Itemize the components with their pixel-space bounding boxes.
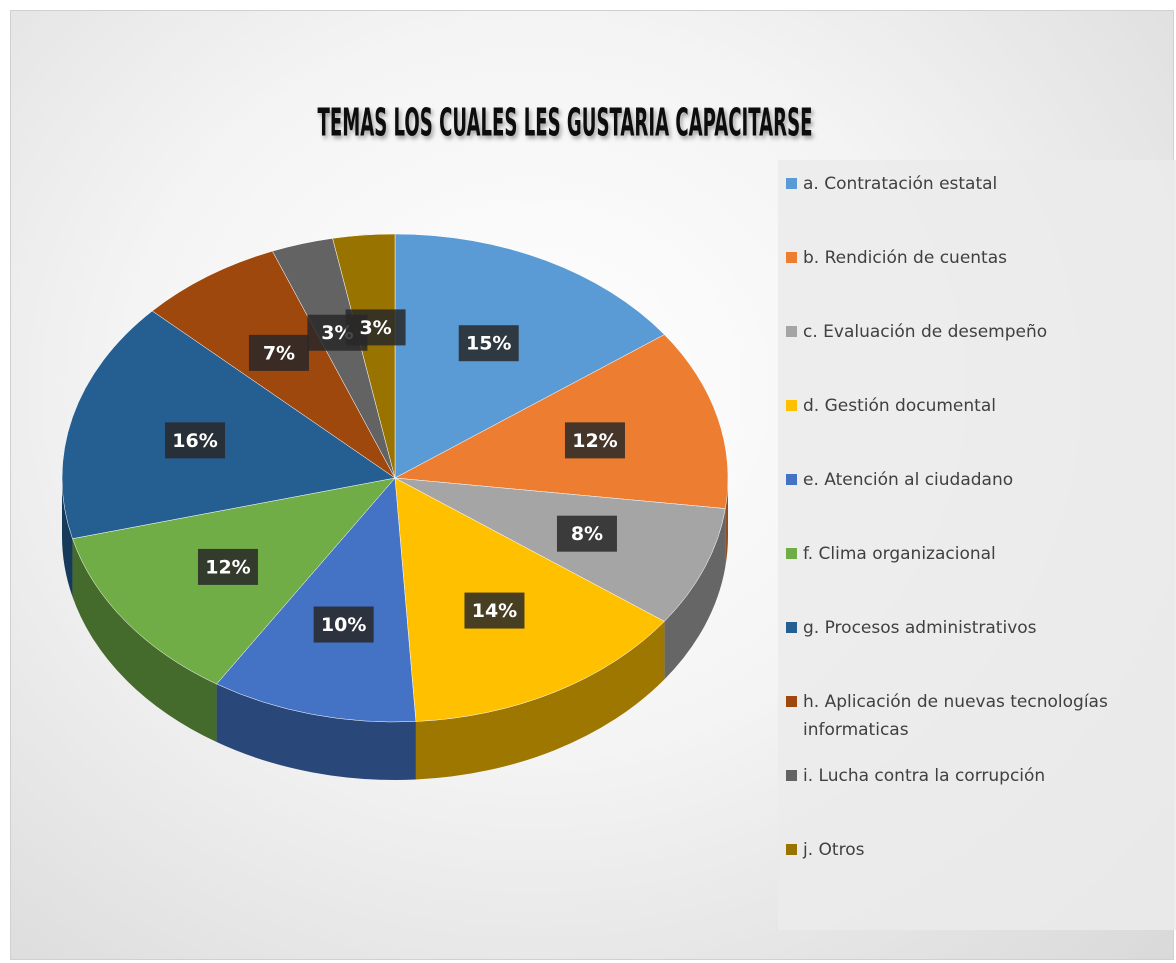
legend-label: c. Evaluación de desempeño: [803, 322, 1048, 342]
slice: [394, 477, 665, 722]
legend-item: e. Atención al ciudadano: [786, 466, 1166, 540]
data-label-box: [458, 325, 519, 362]
legend-swatch: [786, 622, 797, 633]
legend-label: e. Atención al ciudadano: [803, 470, 1014, 490]
legend-swatch: [786, 548, 797, 559]
legend-label: b. Rendición de cuentas: [803, 248, 1007, 268]
slice: [216, 477, 417, 723]
legend-item: g. Procesos administrativos: [786, 614, 1166, 688]
legend-swatch: [786, 474, 797, 485]
legend-item: a. Contratación estatal: [786, 170, 1166, 244]
legend-item: b. Rendición de cuentas: [786, 244, 1166, 318]
legend-swatch: [786, 178, 797, 189]
slice-side: [72, 538, 217, 743]
legend-item: f. Clima organizacional: [786, 540, 1166, 614]
slice: [332, 233, 396, 479]
data-label-box: [248, 334, 309, 371]
slice: [394, 233, 665, 479]
legend-item: c. Evaluación de desempeño: [786, 318, 1166, 392]
slice-side: [725, 478, 728, 567]
pie: 15% 12% 8% 14% 10% 12% 16% 7% 3% 3%: [61, 233, 729, 780]
data-label: 14%: [472, 600, 517, 622]
data-label-box: [313, 606, 374, 643]
legend-swatch: [786, 770, 797, 781]
legend-label: g. Procesos administrativos: [803, 618, 1037, 638]
legend-swatch: [786, 252, 797, 263]
data-label: 8%: [571, 523, 603, 545]
data-label-box: [197, 548, 258, 585]
data-label-box: [556, 515, 617, 552]
legend-item: d. Gestión documental: [786, 392, 1166, 466]
legend-label: d. Gestión documental: [803, 396, 996, 416]
legend-item: j. Otros: [786, 836, 1166, 910]
legend-label: j. Otros: [803, 840, 865, 860]
legend-label: h. Aplicación de nuevas tecnologías info…: [803, 692, 1108, 740]
data-label: 3%: [359, 317, 391, 339]
slice-side: [415, 621, 665, 780]
slice: [394, 334, 729, 509]
chart-title: TEMAS LOS CUALES LES GUSTARIA CAPACITARS…: [318, 101, 813, 145]
slice-side: [62, 478, 73, 597]
data-label: 7%: [263, 342, 295, 364]
legend-label: f. Clima organizacional: [803, 544, 996, 564]
legend-label: a. Contratación estatal: [803, 174, 998, 194]
legend-swatch: [786, 844, 797, 855]
slice: [61, 310, 396, 539]
data-label-box: [464, 592, 525, 629]
data-label: 15%: [466, 333, 511, 355]
slice-side: [664, 508, 726, 680]
legend-item: i. Lucha contra la corrupción: [786, 762, 1166, 836]
data-label: 12%: [205, 556, 250, 578]
legend-swatch: [786, 326, 797, 337]
data-label: 3%: [321, 322, 353, 344]
slice-side: [216, 684, 416, 780]
legend-swatch: [786, 400, 797, 411]
legend-item: h. Aplicación de nuevas tecnologías info…: [786, 688, 1166, 762]
data-label: 12%: [572, 430, 617, 452]
data-label-box: [345, 309, 406, 346]
data-label-box: [165, 422, 226, 459]
legend-label: i. Lucha contra la corrupción: [803, 766, 1046, 786]
data-label: 10%: [321, 614, 366, 636]
data-label: 16%: [172, 430, 217, 452]
legend: a. Contratación estatal b. Rendición de c…: [778, 160, 1176, 930]
legend-swatch: [786, 696, 797, 707]
data-label-box: [564, 422, 625, 459]
